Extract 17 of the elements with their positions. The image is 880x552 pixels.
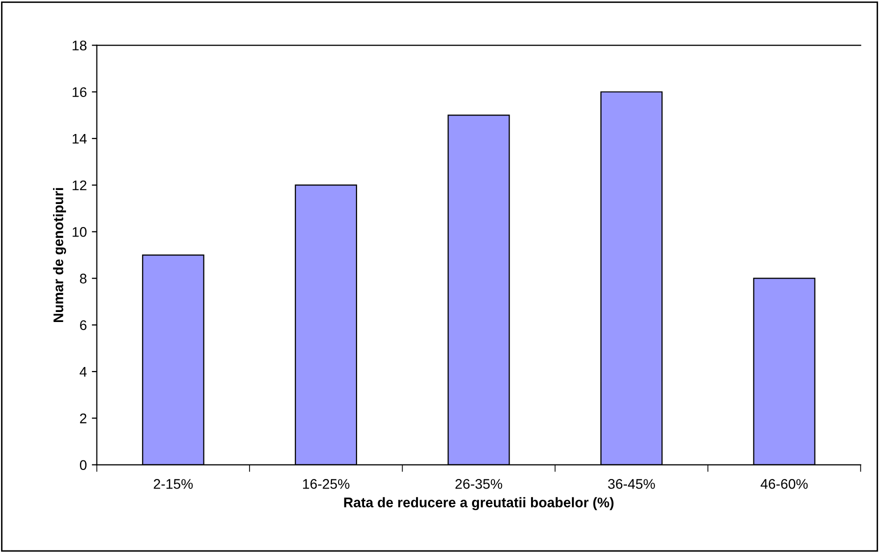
x-tick-label: 26-35% <box>455 479 502 489</box>
x-tick-label: 36-45% <box>608 479 655 489</box>
x-tick-label: 2-15% <box>154 479 193 489</box>
y-axis-title: Numar de genotipuri <box>53 188 66 322</box>
y-tick-label: 8 <box>80 274 86 284</box>
y-tick-label: 18 <box>72 40 86 50</box>
y-tick-label: 6 <box>80 320 86 330</box>
y-tick-label: 4 <box>80 367 87 377</box>
y-tick-label: 14 <box>72 134 87 144</box>
y-tick-label: 16 <box>72 87 86 98</box>
y-tick-label: 2 <box>80 414 86 424</box>
y-tick-label: 10 <box>72 227 87 237</box>
y-tick-label: 12 <box>72 180 86 190</box>
x-tick-label: 46-60% <box>760 479 808 489</box>
x-axis-title: Rata de reducere a greutatii boabelor (%) <box>344 497 614 510</box>
x-tick-label: 16-25% <box>303 479 350 489</box>
y-tick-label: 0 <box>80 460 87 470</box>
